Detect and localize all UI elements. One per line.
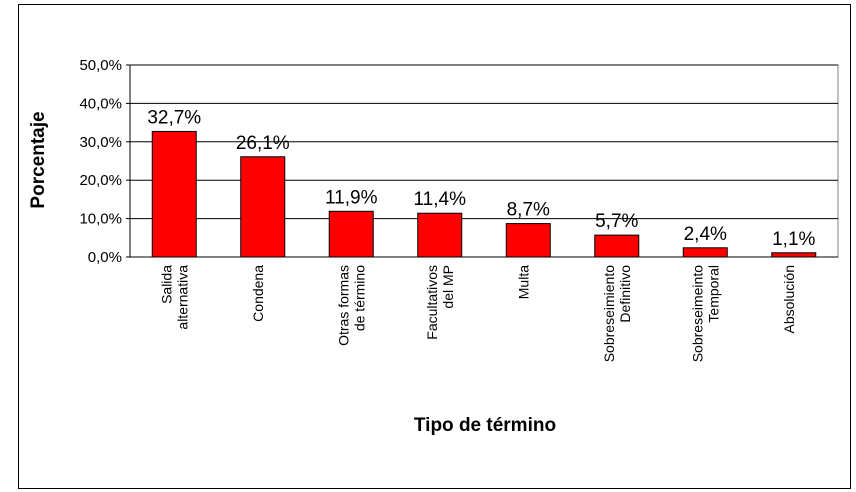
y-tick-label: 30,0% xyxy=(79,134,122,151)
x-tick-label: Facultativosdel MP xyxy=(424,265,456,340)
y-tick-label: 50,0% xyxy=(79,57,122,74)
x-tick-label: SobreseimientoDefinitivo xyxy=(601,265,633,362)
x-axis-title: Tipo de término xyxy=(414,415,556,436)
data-label: 1,1% xyxy=(772,229,815,250)
data-label: 32,7% xyxy=(147,107,201,128)
x-tick-label: Salidaalternativa xyxy=(158,265,190,330)
data-label: 11,4% xyxy=(414,189,467,210)
y-axis-title: Porcentaje xyxy=(28,111,49,208)
bar xyxy=(682,247,728,258)
bar xyxy=(505,223,551,258)
data-label: 5,7% xyxy=(595,211,638,232)
x-tick-label: SobreseimeintoTemporal xyxy=(689,265,721,362)
data-label: 26,1% xyxy=(236,133,290,154)
x-tick-label: Multa xyxy=(515,265,531,299)
data-label: 8,7% xyxy=(507,200,550,221)
x-tick-label: Condena xyxy=(250,265,266,322)
y-tick-label: 0,0% xyxy=(88,249,122,266)
bar xyxy=(151,130,197,258)
data-label: 11,9% xyxy=(325,187,378,208)
bar xyxy=(594,234,640,258)
x-tick-label: Absolución xyxy=(781,265,797,334)
y-tick-label: 20,0% xyxy=(79,172,122,189)
bar xyxy=(771,252,817,258)
x-tick-label: Otras formasde término xyxy=(335,265,367,346)
bar xyxy=(240,156,286,258)
y-tick-label: 40,0% xyxy=(79,95,122,112)
bar xyxy=(328,210,374,258)
data-label: 2,4% xyxy=(684,224,727,245)
plot-area xyxy=(129,64,839,258)
y-tick-label: 10,0% xyxy=(79,211,122,228)
bar xyxy=(417,212,463,258)
